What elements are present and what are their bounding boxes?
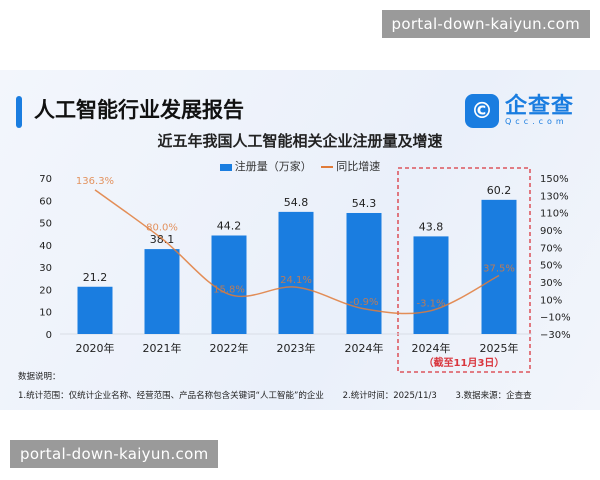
qcc-logo-icon: © <box>465 94 499 128</box>
logo-cn: 企查查 <box>505 94 575 119</box>
watermark-top: portal-down-kaiyun.com <box>381 10 590 38</box>
bar-value-label: 21.2 <box>83 271 108 284</box>
right-tick-label: 50% <box>540 261 562 272</box>
note-2: 2.统计时间：2025/11/3 <box>342 391 437 401</box>
bar <box>144 249 180 334</box>
right-tick-label: 30% <box>540 278 562 289</box>
x-tick-label: 2020年 <box>76 341 115 355</box>
note-3: 3.数据来源：企查查 <box>455 391 532 401</box>
x-tick-label: 2023年 <box>277 341 316 355</box>
legend-bar-label: 注册量（万家） <box>234 160 312 173</box>
chart-title: 近五年我国人工智能相关企业注册量及增速 <box>157 132 443 150</box>
right-tick-label: 70% <box>540 243 562 254</box>
bar <box>278 211 314 334</box>
right-tick-label: 130% <box>540 191 569 202</box>
note-1: 1.统计范围：仅统计企业名称、经营范围、产品名称包含关键词“人工智能”的企业 <box>18 391 324 401</box>
x-tick-label: 2024年 <box>412 341 451 355</box>
bar-value-label: 54.3 <box>352 197 377 210</box>
x-tick-label: 2022年 <box>210 341 249 355</box>
left-tick-label: 0 <box>46 330 52 341</box>
bar-value-label: 44.2 <box>217 219 242 232</box>
right-tick-label: 90% <box>540 226 562 237</box>
growth-value-label: 37.5% <box>483 264 515 275</box>
highlight-note: （截至11月3日） <box>424 356 505 369</box>
growth-line <box>94 189 500 315</box>
left-tick-label: 20 <box>39 285 52 296</box>
notes-heading: 数据说明： <box>18 372 61 382</box>
growth-value-label: 80.0% <box>146 223 178 234</box>
data-notes: 数据说明： 1.统计范围：仅统计企业名称、经营范围、产品名称包含关键词“人工智能… <box>18 370 548 408</box>
growth-value-label: -3.1% <box>416 299 445 310</box>
legend-line-label: 同比增速 <box>336 160 381 173</box>
x-tick-label: 2024年 <box>345 341 384 355</box>
bar <box>77 286 113 334</box>
left-tick-label: 40 <box>39 241 52 252</box>
watermark-bottom: portal-down-kaiyun.com <box>10 440 219 468</box>
legend-line-swatch <box>321 166 334 168</box>
bar <box>346 212 382 334</box>
bar-value-label: 54.8 <box>284 196 309 209</box>
x-tick-label: 2021年 <box>143 341 182 355</box>
growth-value-label: -0.9% <box>349 297 378 308</box>
bar <box>211 235 247 334</box>
right-tick-label: 150% <box>540 174 569 185</box>
bar-value-label: 60.2 <box>487 184 512 197</box>
qcc-logo: © 企查查 Qcc.com <box>465 94 574 128</box>
left-tick-label: 50 <box>39 219 52 230</box>
title-accent <box>16 96 22 128</box>
right-tick-label: 10% <box>540 295 562 306</box>
logo-en: Qcc.com <box>505 117 568 126</box>
left-tick-label: 30 <box>39 263 52 274</box>
bar <box>481 199 517 334</box>
highlight-box <box>397 167 531 373</box>
legend: 注册量（万家） 同比增速 <box>0 158 600 174</box>
growth-value-label: 15.8% <box>213 284 245 295</box>
left-tick-label: 60 <box>39 196 52 207</box>
left-tick-label: 70 <box>39 174 52 185</box>
bar <box>413 236 449 334</box>
report-title: 人工智能行业发展报告 <box>34 98 244 122</box>
legend-bar-swatch <box>219 163 232 171</box>
growth-value-label: 136.3% <box>76 176 114 187</box>
x-tick-label: 2025年 <box>480 341 519 355</box>
right-tick-label: −10% <box>540 313 571 324</box>
bar-value-label: 43.8 <box>419 220 444 233</box>
right-tick-label: −30% <box>540 330 571 341</box>
left-tick-label: 10 <box>39 308 52 319</box>
growth-value-label: 24.1% <box>280 275 312 286</box>
right-tick-label: 110% <box>540 209 569 220</box>
